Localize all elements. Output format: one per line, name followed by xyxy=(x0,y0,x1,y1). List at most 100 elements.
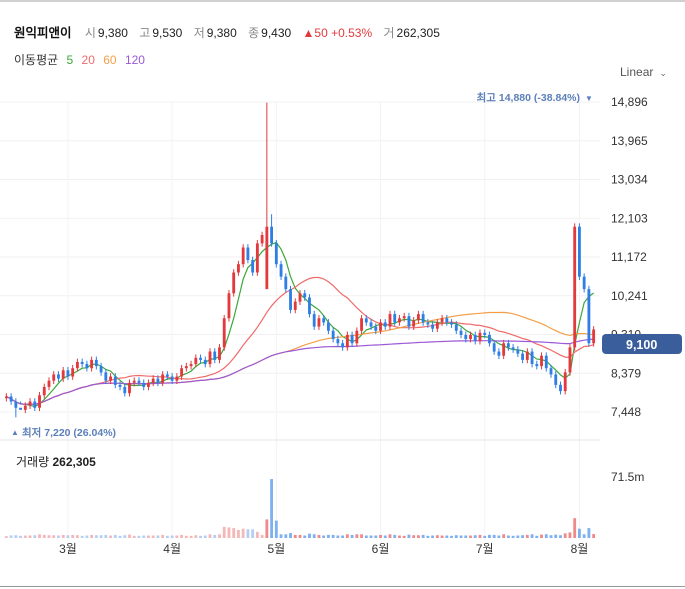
candle-body xyxy=(274,243,278,265)
candle-body xyxy=(568,347,572,373)
volume-bar xyxy=(578,528,581,538)
volume-bar xyxy=(459,535,463,538)
candle-body xyxy=(165,374,169,377)
volume-bar xyxy=(303,535,307,538)
ma-5-label[interactable]: 5 xyxy=(66,53,74,67)
candle-body xyxy=(431,324,435,329)
price-tick-label: 13,965 xyxy=(611,134,648,148)
candle-body xyxy=(137,380,141,383)
volume-bar xyxy=(326,534,330,538)
volume-bar xyxy=(218,534,221,538)
candle-body xyxy=(170,376,174,381)
volume-bar xyxy=(317,534,321,538)
volume-bar xyxy=(573,518,577,538)
volume-bar xyxy=(184,535,188,538)
candle-body xyxy=(393,314,397,323)
candle-body xyxy=(469,334,472,340)
ma-120-label[interactable]: 120 xyxy=(124,53,145,67)
candle-body xyxy=(251,259,255,273)
candle-body xyxy=(587,289,591,344)
price-tick-label: 11,172 xyxy=(611,250,647,264)
candle-body xyxy=(118,384,122,387)
volume-bar xyxy=(388,534,392,538)
low-arrow-icon: ▲ xyxy=(11,428,19,437)
volume-bar xyxy=(341,535,345,538)
volume-bar xyxy=(109,535,112,538)
candle-body xyxy=(52,374,56,381)
open-label: 시 xyxy=(84,26,96,40)
volume-bar xyxy=(364,535,368,538)
volume-bar xyxy=(203,535,207,538)
volume-bar xyxy=(170,535,174,538)
candle-body xyxy=(289,289,292,310)
ma-20-label[interactable]: 20 xyxy=(81,53,95,67)
volume-bar xyxy=(33,535,37,538)
ma-line-120 xyxy=(6,338,594,406)
candle-body xyxy=(530,351,534,365)
volume-bar xyxy=(369,535,373,538)
volume-bar xyxy=(75,535,79,538)
candle-body xyxy=(218,347,221,360)
candle-body xyxy=(506,343,510,348)
volume-bar xyxy=(123,535,127,538)
price-tick-label: 7,448 xyxy=(611,405,641,419)
moving-average-lines xyxy=(6,241,594,408)
candle-body xyxy=(4,396,8,399)
candle-body xyxy=(535,364,539,367)
quote-header: 원익피앤이 시 9,380 고 9,530 저 9,380 종 9,430 ▲50 +0… xyxy=(14,22,448,41)
candle-body xyxy=(317,318,321,327)
candle-body xyxy=(270,226,274,244)
candle-body xyxy=(61,370,65,379)
open-value: 9,380 xyxy=(97,26,128,40)
candle-body xyxy=(473,334,477,342)
candle-body xyxy=(350,334,354,344)
volume-panel-label: 거래량 262,305 xyxy=(16,453,96,470)
candle-body xyxy=(142,382,146,387)
volume-bar xyxy=(274,520,278,538)
candle-body xyxy=(440,318,444,323)
volume-bar xyxy=(355,534,359,538)
candle-body xyxy=(184,366,188,369)
candle-body xyxy=(592,329,596,344)
candle-body xyxy=(255,243,259,273)
price-tick-label: 13,034 xyxy=(611,173,648,187)
time-axis-ticks: 3월 4월 5월 6월 7월 8월 xyxy=(59,542,588,556)
candle-body xyxy=(33,401,37,408)
candle-body xyxy=(151,378,155,383)
candle-body xyxy=(402,316,406,319)
time-tick-label: 8월 xyxy=(571,542,589,556)
candle-body xyxy=(241,247,245,265)
moving-average-legend: 이동평균 5 20 60 120 xyxy=(14,51,150,68)
time-tick-label: 4월 xyxy=(163,542,181,556)
candle-body xyxy=(511,347,515,350)
volume-bar xyxy=(94,535,98,538)
volume-bar xyxy=(350,534,354,538)
volume-bar xyxy=(213,534,217,538)
candle-body xyxy=(483,332,487,335)
volume-bar xyxy=(180,534,184,538)
volume-bar xyxy=(445,535,449,538)
scale-toggle-button[interactable]: Linear ⌄ xyxy=(620,65,667,79)
candle-body xyxy=(71,368,75,377)
volume-bar xyxy=(104,534,108,538)
volume-bar xyxy=(85,535,89,538)
candle-body xyxy=(156,378,160,383)
volume-bar xyxy=(469,535,472,538)
volume-bar xyxy=(544,534,548,538)
volume-bar xyxy=(549,535,553,538)
ma-60-label[interactable]: 60 xyxy=(103,53,117,67)
volume-bar xyxy=(407,534,411,538)
volume-bar xyxy=(99,535,103,538)
candle-body xyxy=(232,272,236,294)
stock-name: 원익피앤이 xyxy=(14,26,72,40)
volume-bar xyxy=(450,535,453,538)
candle-body xyxy=(298,293,302,302)
candle-body xyxy=(578,226,581,277)
candle-body xyxy=(336,339,340,344)
candle-body xyxy=(369,322,373,327)
volume-bar xyxy=(488,534,491,538)
candle-body xyxy=(345,334,349,348)
volume-bar xyxy=(137,535,141,538)
volume-bar xyxy=(293,534,297,538)
